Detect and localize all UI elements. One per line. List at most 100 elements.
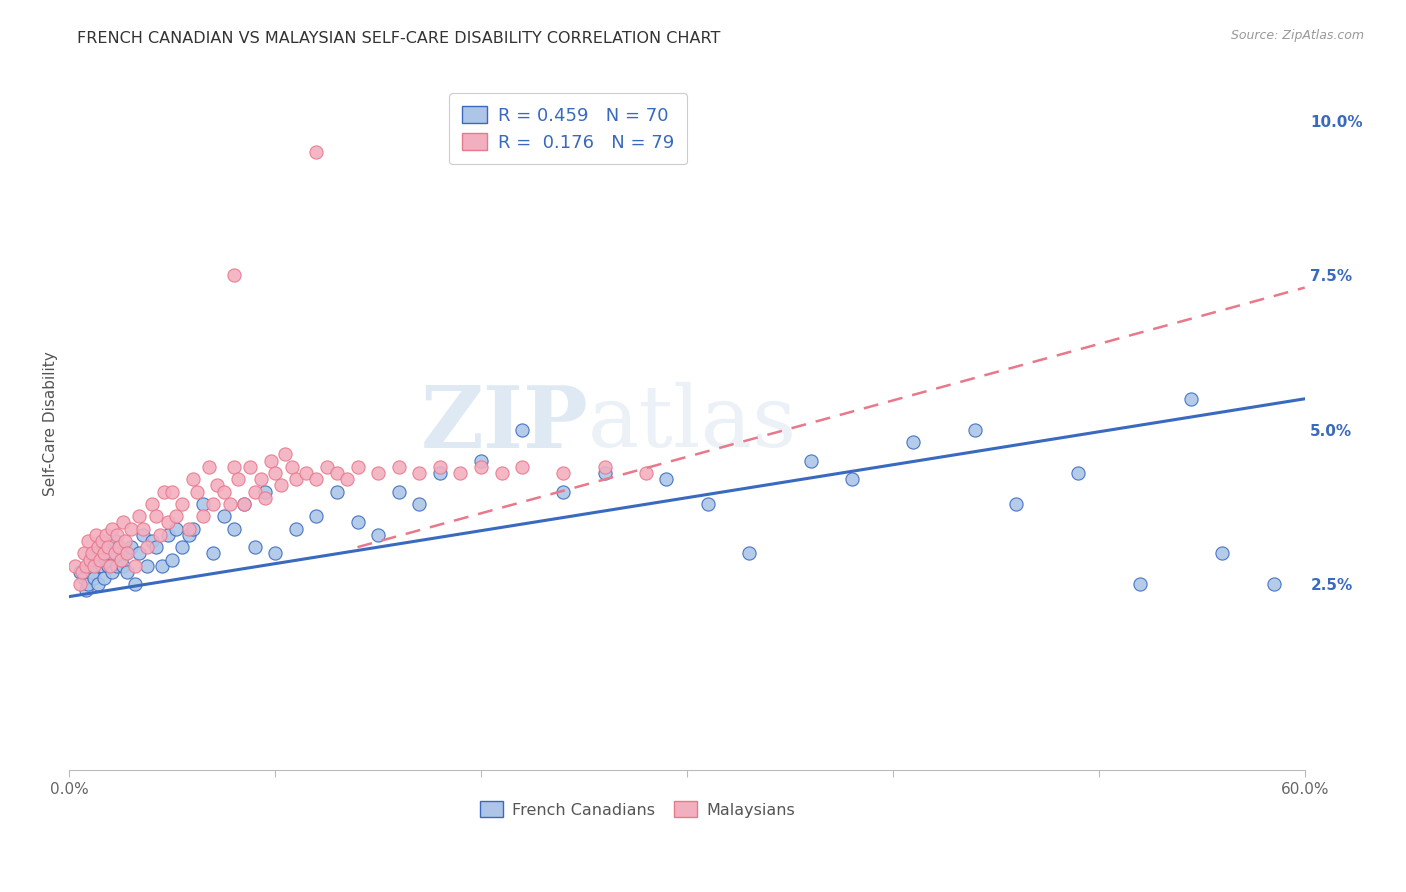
Point [226,472,249,486]
Point [305,145,328,159]
Point [157,516,180,530]
Point [149,528,172,542]
Point [87,540,110,554]
Point [305,509,328,524]
Point [80,565,103,579]
Point [110,552,132,566]
Point [233,497,256,511]
Point [218,497,240,511]
Point [1005,497,1028,511]
Point [181,472,204,486]
Point [83,571,105,585]
Point [79,552,101,566]
Point [105,528,128,542]
Point [202,546,225,560]
Point [239,459,262,474]
Point [107,540,129,554]
Point [75,558,97,573]
Point [76,577,98,591]
Point [191,497,214,511]
Point [165,509,187,524]
Point [634,466,657,480]
Point [207,478,229,492]
Point [222,268,245,283]
Point [80,546,103,560]
Point [101,565,124,579]
Point [128,546,150,560]
Point [243,540,266,554]
Point [111,516,134,530]
Point [449,466,471,480]
Point [115,565,138,579]
Point [115,546,138,560]
Point [65,558,87,573]
Point [69,577,91,591]
Point [1211,546,1233,560]
Point [91,533,114,548]
Point [110,552,132,566]
Point [150,558,173,573]
Point [470,459,492,474]
Point [93,546,115,560]
Point [284,522,307,536]
Point [177,528,200,542]
Point [84,528,107,542]
Point [145,540,167,554]
Point [105,558,128,573]
Point [799,453,821,467]
Point [243,484,266,499]
Point [79,558,101,573]
Point [75,583,97,598]
Point [346,459,368,474]
Point [120,522,142,536]
Point [100,558,122,573]
Point [177,522,200,536]
Point [100,546,122,560]
Point [186,484,208,499]
Point [212,484,235,499]
Point [165,522,187,536]
Point [114,546,136,560]
Point [145,509,167,524]
Point [280,459,302,474]
Point [72,571,94,585]
Legend: French Canadians, Malaysians: French Canadians, Malaysians [474,795,801,824]
Point [172,540,194,554]
Point [841,472,863,486]
Point [212,509,235,524]
Point [69,565,91,579]
Point [491,466,513,480]
Y-axis label: Self-Care Disability: Self-Care Disability [44,351,58,496]
Point [128,509,150,524]
Point [903,435,925,450]
Point [97,540,120,554]
Point [120,540,142,554]
Point [249,472,271,486]
Point [408,497,430,511]
Point [157,528,180,542]
Point [89,552,111,566]
Point [253,484,276,499]
Point [222,459,245,474]
Point [84,546,107,560]
Point [367,528,389,542]
Point [388,459,411,474]
Point [315,459,337,474]
Point [141,497,163,511]
Point [89,552,111,566]
Point [198,459,221,474]
Point [388,484,411,499]
Point [107,540,129,554]
Point [1067,466,1090,480]
Point [965,423,987,437]
Point [326,484,349,499]
Point [136,558,159,573]
Point [593,459,616,474]
Point [264,546,287,560]
Point [96,528,118,542]
Point [111,558,134,573]
Point [553,466,575,480]
Point [83,558,105,573]
Point [429,466,451,480]
Point [264,466,287,480]
